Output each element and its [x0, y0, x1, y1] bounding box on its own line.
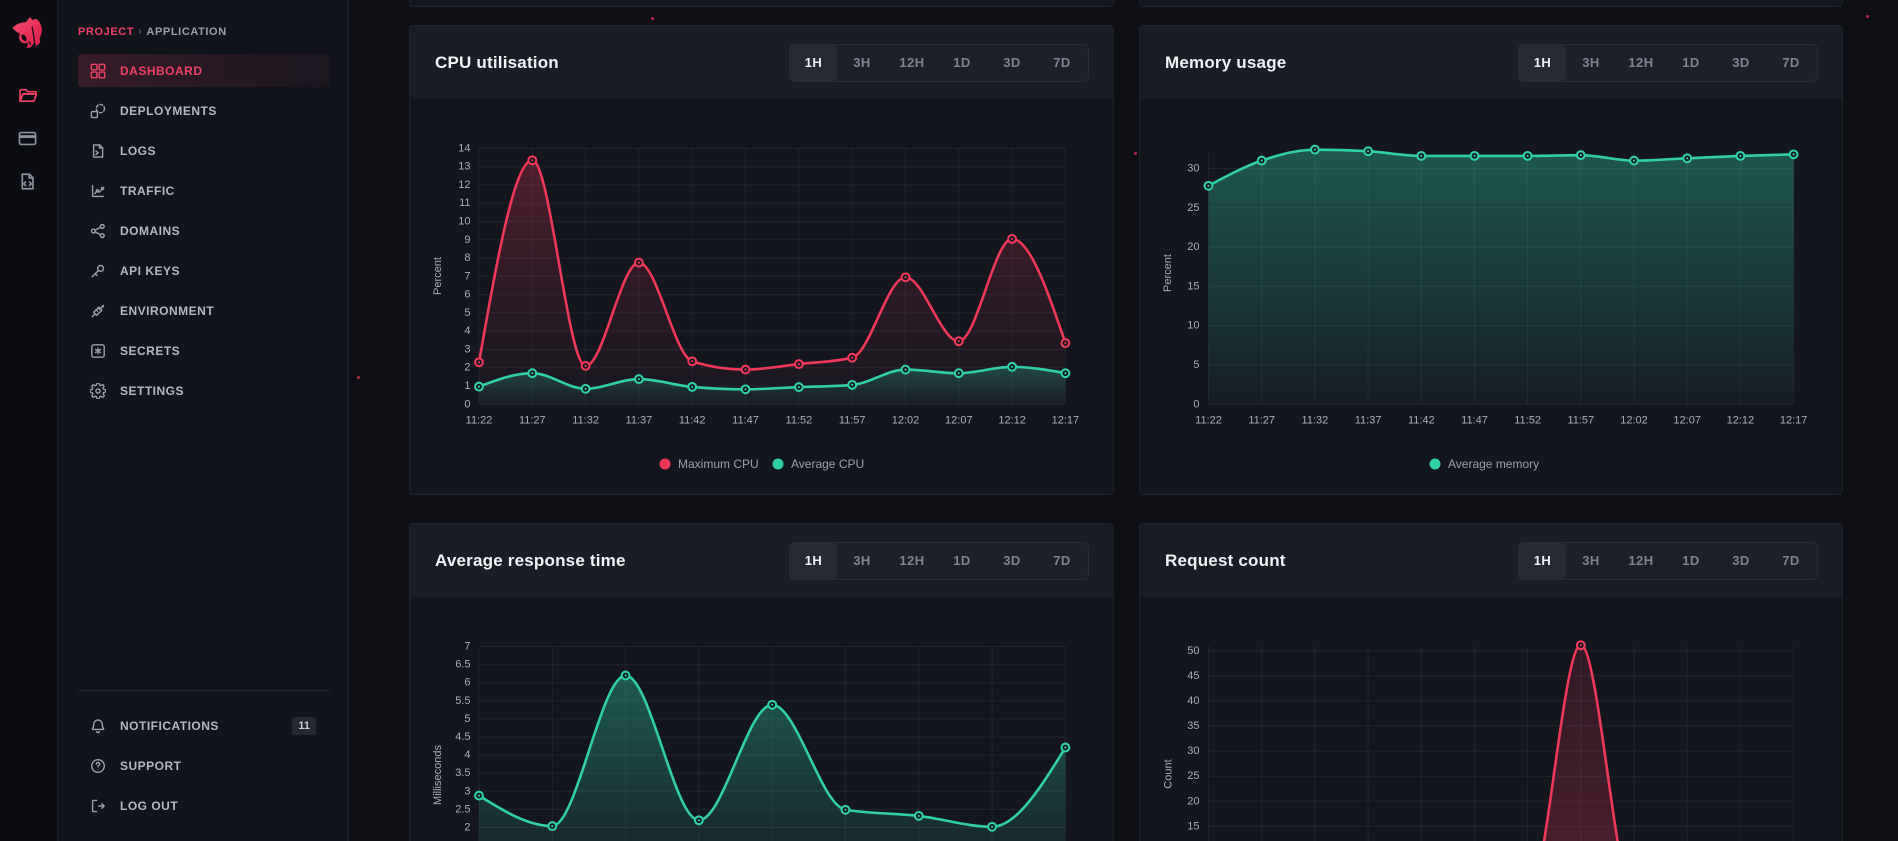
- svg-text:11:37: 11:37: [1355, 415, 1382, 427]
- svg-text:11:57: 11:57: [839, 415, 866, 427]
- svg-text:11:52: 11:52: [786, 415, 813, 427]
- svg-text:12:12: 12:12: [998, 415, 1026, 427]
- svg-text:11:47: 11:47: [1461, 415, 1488, 427]
- svg-text:11:27: 11:27: [519, 415, 546, 427]
- svg-text:7: 7: [464, 270, 470, 282]
- svg-text:0: 0: [1193, 398, 1199, 410]
- svg-text:5.5: 5.5: [455, 695, 470, 707]
- svg-text:10: 10: [1187, 320, 1199, 332]
- svg-text:45: 45: [1187, 670, 1199, 682]
- svg-text:11:37: 11:37: [626, 415, 653, 427]
- svg-text:7: 7: [464, 641, 470, 653]
- svg-text:Average CPU: Average CPU: [791, 457, 864, 471]
- svg-text:11:27: 11:27: [1248, 415, 1275, 427]
- svg-text:11:42: 11:42: [679, 415, 706, 427]
- svg-text:11:42: 11:42: [1408, 415, 1435, 427]
- svg-text:12:17: 12:17: [1780, 415, 1808, 427]
- svg-text:Count: Count: [1163, 759, 1175, 788]
- svg-text:Percent: Percent: [1162, 254, 1174, 292]
- svg-text:6.5: 6.5: [455, 659, 470, 671]
- svg-text:11:32: 11:32: [1302, 415, 1329, 427]
- svg-text:40: 40: [1187, 695, 1199, 707]
- svg-text:12:07: 12:07: [945, 415, 973, 427]
- svg-text:11:22: 11:22: [466, 415, 493, 427]
- svg-text:25: 25: [1187, 202, 1199, 214]
- svg-text:25: 25: [1187, 770, 1199, 782]
- svg-text:20: 20: [1187, 241, 1199, 253]
- svg-text:2: 2: [464, 822, 470, 834]
- svg-text:11:32: 11:32: [572, 415, 599, 427]
- svg-text:8: 8: [464, 252, 470, 264]
- svg-text:11:22: 11:22: [1195, 415, 1222, 427]
- svg-text:11:57: 11:57: [1567, 415, 1594, 427]
- svg-text:4: 4: [464, 325, 470, 337]
- svg-text:Average memory: Average memory: [1448, 457, 1539, 471]
- svg-text:11:47: 11:47: [732, 415, 759, 427]
- svg-text:4: 4: [464, 749, 470, 761]
- svg-text:30: 30: [1187, 745, 1199, 757]
- svg-text:5: 5: [464, 713, 470, 725]
- svg-text:2.5: 2.5: [455, 803, 470, 815]
- svg-text:Milliseconds: Milliseconds: [432, 745, 444, 805]
- svg-text:3: 3: [464, 344, 470, 356]
- svg-text:3: 3: [464, 785, 470, 797]
- svg-text:15: 15: [1187, 820, 1199, 832]
- svg-text:12:17: 12:17: [1052, 415, 1080, 427]
- svg-text:35: 35: [1187, 720, 1199, 732]
- svg-text:5: 5: [1193, 359, 1199, 371]
- svg-text:15: 15: [1187, 280, 1199, 292]
- svg-text:3.5: 3.5: [455, 767, 470, 779]
- svg-text:1: 1: [464, 380, 470, 392]
- svg-text:12:07: 12:07: [1673, 415, 1701, 427]
- svg-text:12:02: 12:02: [892, 415, 920, 427]
- svg-text:14: 14: [458, 142, 470, 154]
- svg-text:2: 2: [464, 362, 470, 374]
- svg-text:50: 50: [1187, 645, 1199, 657]
- svg-text:Maximum CPU: Maximum CPU: [678, 457, 759, 471]
- svg-text:11:52: 11:52: [1514, 415, 1541, 427]
- svg-text:12:12: 12:12: [1727, 415, 1755, 427]
- svg-text:12:02: 12:02: [1620, 415, 1648, 427]
- svg-text:6: 6: [464, 677, 470, 689]
- svg-text:5: 5: [464, 307, 470, 319]
- svg-text:9: 9: [464, 234, 470, 246]
- svg-text:6: 6: [464, 289, 470, 301]
- svg-text:20: 20: [1187, 795, 1199, 807]
- svg-text:Percent: Percent: [432, 257, 444, 295]
- svg-text:30: 30: [1187, 163, 1199, 175]
- svg-text:13: 13: [458, 161, 470, 173]
- svg-text:12: 12: [458, 179, 470, 191]
- svg-text:0: 0: [464, 398, 470, 410]
- svg-text:4.5: 4.5: [455, 731, 470, 743]
- svg-text:11: 11: [459, 197, 470, 209]
- svg-text:10: 10: [458, 216, 470, 228]
